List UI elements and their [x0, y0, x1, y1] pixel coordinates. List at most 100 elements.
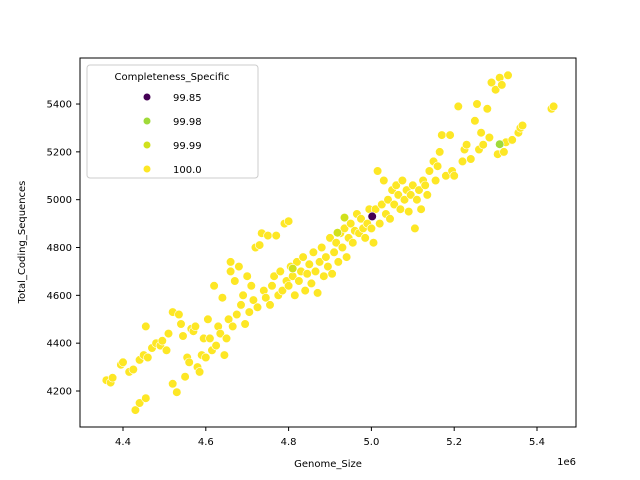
- data-point: [395, 204, 406, 214]
- data-point: [367, 211, 377, 221]
- y-axis: 4200 4400 4600 4800 5000 5200 5400: [47, 100, 80, 398]
- data-point: [209, 281, 219, 291]
- data-point: [230, 276, 240, 286]
- data-point: [319, 271, 329, 281]
- y-tick-label: 5400: [47, 100, 72, 111]
- data-point: [176, 319, 186, 329]
- data-point: [244, 307, 254, 317]
- data-point: [226, 266, 236, 277]
- data-point: [275, 266, 285, 277]
- legend-box: [86, 64, 259, 179]
- data-point: [298, 252, 308, 262]
- scatter-points: [101, 70, 559, 415]
- data-point: [410, 223, 420, 233]
- data-point: [304, 259, 314, 269]
- data-point: [107, 373, 118, 383]
- data-point: [491, 85, 501, 95]
- data-point: [232, 309, 242, 320]
- y-tick-label: 5000: [47, 195, 72, 206]
- data-point: [217, 293, 227, 303]
- data-point: [317, 242, 327, 253]
- data-point: [422, 190, 432, 200]
- data-point: [195, 367, 205, 377]
- legend-marker: [143, 141, 151, 149]
- data-point: [548, 101, 559, 111]
- x-tick-label: 5.4: [529, 437, 545, 448]
- y-tick-label: 4200: [47, 387, 72, 398]
- x-tick-label: 4.4: [115, 437, 131, 448]
- data-point: [462, 140, 472, 150]
- data-point: [267, 281, 277, 291]
- data-point: [300, 286, 310, 296]
- data-point: [433, 161, 443, 171]
- data-point: [306, 278, 317, 289]
- y-tick-label: 4600: [47, 291, 72, 302]
- legend-label: 99.85: [173, 93, 202, 104]
- data-point: [190, 321, 200, 332]
- data-point: [368, 238, 379, 248]
- data-point: [408, 180, 418, 190]
- data-point: [486, 77, 497, 88]
- data-point: [393, 190, 403, 200]
- data-point: [201, 352, 211, 363]
- legend-label: 99.98: [173, 117, 202, 128]
- data-point: [431, 175, 441, 186]
- data-point: [172, 387, 182, 397]
- data-point: [141, 393, 151, 403]
- legend-label: 100.0: [173, 165, 202, 176]
- data-point: [356, 214, 366, 224]
- data-point: [453, 101, 463, 111]
- data-point: [482, 104, 492, 114]
- data-point: [445, 130, 455, 140]
- legend-marker: [143, 117, 151, 125]
- data-point: [308, 247, 319, 257]
- data-point: [385, 214, 395, 224]
- data-point: [135, 398, 145, 408]
- data-point: [252, 302, 263, 312]
- data-point: [332, 228, 343, 238]
- data-point: [348, 238, 358, 248]
- data-point: [327, 269, 337, 279]
- data-point: [414, 185, 424, 195]
- data-point: [377, 199, 387, 210]
- data-point: [238, 290, 248, 300]
- data-point: [323, 262, 333, 272]
- data-point: [321, 252, 331, 262]
- data-point: [246, 281, 256, 291]
- data-point: [476, 128, 486, 138]
- data-point: [180, 372, 190, 382]
- data-point: [178, 331, 188, 341]
- data-point: [399, 195, 410, 205]
- data-point: [346, 219, 356, 229]
- data-point: [420, 180, 430, 190]
- data-point: [416, 204, 426, 214]
- data-point: [211, 341, 221, 351]
- data-point: [284, 281, 294, 291]
- x-tick-label: 5.0: [363, 437, 379, 448]
- data-point: [248, 295, 258, 305]
- x-axis: 4.4 4.6 4.8 5.0 5.2 5.4: [115, 427, 545, 448]
- data-point: [128, 364, 138, 375]
- data-point: [168, 379, 178, 389]
- data-point: [302, 269, 312, 279]
- data-point: [397, 175, 408, 186]
- data-point: [472, 99, 482, 109]
- legend-title: Completeness_Specific: [114, 72, 229, 83]
- data-point: [495, 139, 505, 149]
- legend-label: 99.99: [173, 141, 202, 152]
- data-point: [499, 147, 509, 157]
- data-point: [507, 135, 517, 145]
- data-point: [337, 242, 348, 253]
- data-point: [163, 329, 174, 339]
- data-point: [157, 336, 167, 346]
- data-point: [342, 252, 352, 262]
- data-point: [215, 329, 225, 339]
- data-point: [288, 264, 298, 274]
- data-point: [292, 257, 302, 267]
- data-point: [424, 166, 435, 176]
- data-point: [240, 319, 250, 329]
- x-axis-label: Genome_Size: [294, 459, 362, 470]
- data-point: [373, 166, 383, 176]
- data-point: [261, 293, 271, 303]
- data-point: [228, 321, 238, 332]
